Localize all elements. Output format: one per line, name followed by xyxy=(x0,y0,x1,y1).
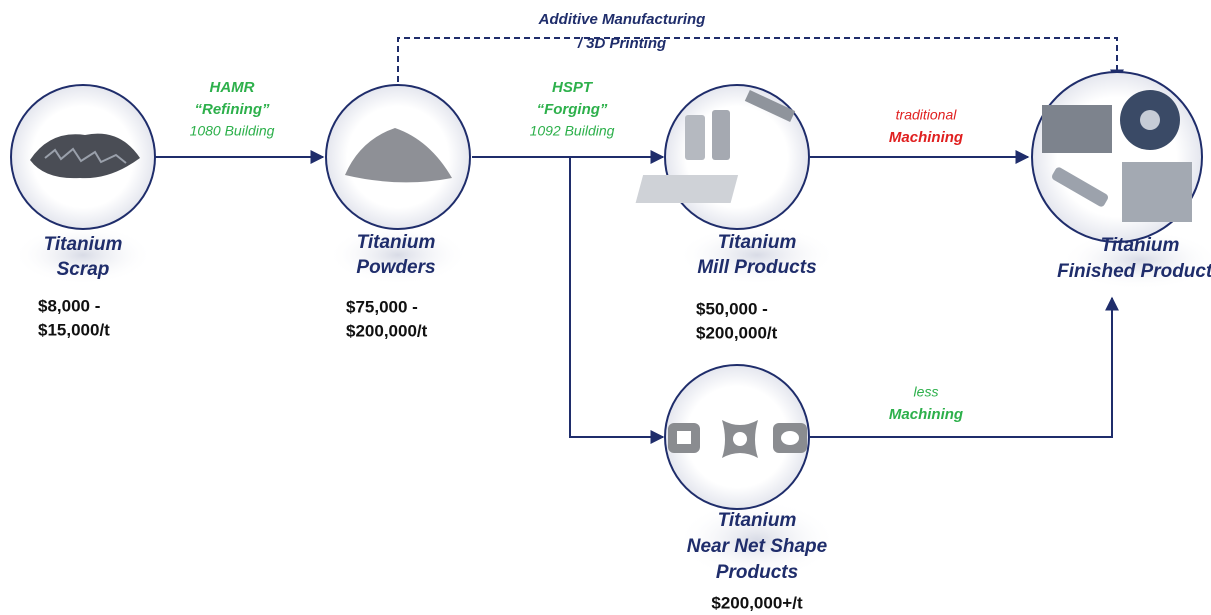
edge-label: 1092 Building xyxy=(530,123,615,139)
node-label: Near Net Shape xyxy=(687,536,828,557)
node-price: $200,000/t xyxy=(346,321,428,340)
edge-label: Machining xyxy=(889,129,963,146)
edge-label: “Refining” xyxy=(195,101,270,118)
node-label: Titanium xyxy=(1101,235,1180,256)
node-price: $15,000/t xyxy=(38,320,110,339)
node-label: Titanium xyxy=(718,510,797,531)
node-label: Mill Products xyxy=(697,257,816,278)
node-label: Products xyxy=(716,562,798,583)
node-label: Powders xyxy=(356,257,435,278)
edge-arrow-dashed xyxy=(398,38,1117,92)
edges xyxy=(155,38,1117,437)
edge-label: “Forging” xyxy=(537,101,608,118)
edge-label: Machining xyxy=(889,406,963,423)
edge-label: traditional xyxy=(896,107,958,123)
node-label: Titanium xyxy=(718,232,797,253)
node-label: Finished Products xyxy=(1057,261,1211,282)
edge-label: Additive Manufacturing xyxy=(538,11,706,28)
edge-label: / 3D Printing xyxy=(577,35,666,52)
node-price: $75,000 - xyxy=(346,297,418,316)
node-price: $50,000 - xyxy=(696,299,768,318)
shadows xyxy=(13,225,1211,580)
edge-label: 1080 Building xyxy=(190,123,275,139)
edge-label: HAMR xyxy=(210,79,255,96)
node-price: $200,000+/t xyxy=(711,593,803,612)
node-price: $8,000 - xyxy=(38,296,100,315)
edge-label: HSPT xyxy=(552,79,594,96)
node-price: $200,000/t xyxy=(696,323,778,342)
diagram: Titanium Scrap $8,000 - $15,000/t Titani… xyxy=(0,0,1211,615)
edge-label: less xyxy=(914,384,939,400)
node-label: Titanium xyxy=(44,234,123,255)
node-label: Titanium xyxy=(357,232,436,253)
node-label: Scrap xyxy=(57,259,110,280)
